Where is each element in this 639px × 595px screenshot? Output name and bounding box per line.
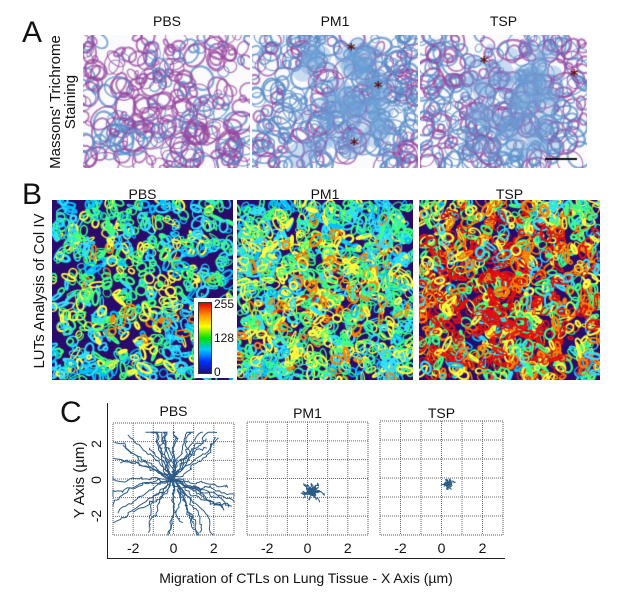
trichrome-image-pbs — [83, 35, 250, 168]
panel-b-title-pm1: PM1 — [310, 186, 340, 202]
panel-b-title-pbs: PBS — [128, 186, 157, 202]
trichrome-image-tsp — [420, 35, 587, 168]
cell-track — [112, 477, 174, 508]
trichrome-image-pm1 — [252, 35, 418, 168]
panel-a-letter: A — [22, 16, 43, 49]
cell-track — [114, 442, 174, 480]
x-tick: -2 — [261, 540, 274, 556]
x-tick: -2 — [394, 540, 407, 556]
cell-track — [150, 431, 174, 480]
lut-image-pm1 — [237, 200, 413, 380]
x-tick: 2 — [210, 540, 218, 556]
cell-track — [173, 478, 200, 536]
colorbar-max: 255 — [214, 297, 235, 311]
cell-track — [173, 478, 229, 489]
cell-track — [127, 434, 174, 480]
x-tick: 0 — [170, 540, 178, 556]
panel-a-title-pm1: PM1 — [320, 13, 350, 29]
panel-c-title-tsp: TSP — [427, 405, 456, 421]
panel-a-title-pbs: PBS — [152, 13, 181, 29]
cell-track — [148, 478, 174, 519]
cell-track — [172, 478, 214, 536]
colorbar — [198, 302, 212, 374]
cell-track — [163, 431, 176, 480]
panel-c-title-pbs: PBS — [159, 403, 188, 419]
lut-image-tsp — [419, 200, 600, 380]
cell-track — [148, 478, 174, 534]
panel-a-title-tsp: TSP — [489, 13, 518, 29]
panel-c-letter: C — [60, 396, 82, 429]
panel-b-letter: B — [22, 178, 43, 211]
x-tick: -2 — [127, 540, 140, 556]
x-axis-label: Migration of CTLs on Lung Tissue - X Axi… — [159, 570, 453, 586]
x-tick: 0 — [304, 540, 312, 556]
colorbar-min: 0 — [214, 365, 221, 379]
cell-track — [172, 437, 219, 480]
cell-track — [171, 434, 179, 480]
cell-track — [112, 478, 174, 524]
cell-track — [172, 431, 218, 480]
cell-track — [173, 478, 230, 508]
x-axis-line — [107, 558, 505, 559]
cell-track — [173, 478, 223, 509]
cell-track — [117, 478, 174, 514]
cell-track — [446, 482, 449, 491]
cell-track — [162, 431, 175, 480]
panel-c-title-pm1: PM1 — [293, 405, 322, 421]
cell-track — [167, 478, 176, 536]
cell-track — [448, 482, 453, 486]
cell-track — [308, 488, 315, 493]
cell-track — [172, 431, 194, 480]
x-tick: 2 — [479, 540, 487, 556]
panel-b-title-tsp: TSP — [495, 186, 524, 202]
cell-track — [122, 444, 174, 480]
y-axis-line — [107, 403, 108, 559]
colorbar-mid: 128 — [214, 331, 235, 345]
cell-track — [112, 478, 174, 497]
cell-track — [113, 457, 174, 481]
x-tick: 2 — [344, 540, 352, 556]
cell-track — [159, 432, 174, 480]
x-tick: 0 — [438, 540, 446, 556]
cell-track — [173, 446, 207, 480]
